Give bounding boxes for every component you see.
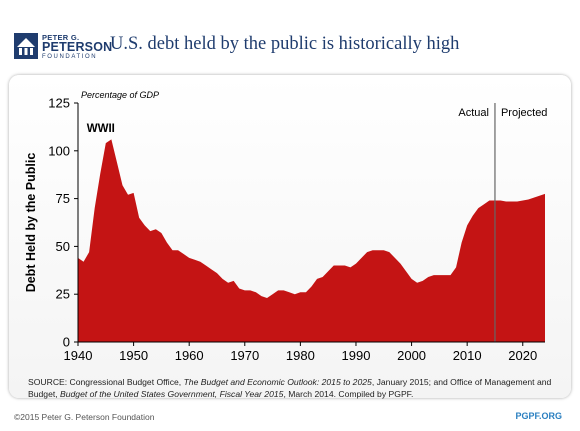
chart-subtitle: Percentage of GDP bbox=[81, 90, 159, 100]
x-tick-label: 1960 bbox=[175, 348, 204, 363]
x-tick-label: 2010 bbox=[453, 348, 482, 363]
x-tick-label: 2020 bbox=[508, 348, 537, 363]
logo-text-line2: PETERSON bbox=[42, 40, 113, 54]
logo-text-line1: PETER G. bbox=[42, 33, 80, 42]
site-link[interactable]: PGPF.ORG bbox=[515, 411, 562, 421]
y-tick-label: 0 bbox=[63, 335, 70, 350]
annotation-wwii: WWII bbox=[87, 123, 115, 135]
source-middle: , January 2015; and Office of Management… bbox=[28, 377, 552, 399]
debt-area-series bbox=[78, 139, 545, 342]
pgpf-logo: PETER G. PETERSON FOUNDATION bbox=[14, 33, 112, 67]
annotation-projected: Projected bbox=[501, 107, 547, 119]
foundation-emblem-icon bbox=[14, 33, 38, 59]
y-tick-label: 75 bbox=[56, 191, 70, 206]
source-title-omb: Budget of the United States Government, … bbox=[60, 388, 284, 399]
x-tick-label: 1980 bbox=[286, 348, 315, 363]
source-title-cbo: The Budget and Economic Outlook: 2015 to… bbox=[183, 377, 372, 387]
source-note: SOURCE: Congressional Budget Office, The… bbox=[28, 377, 558, 400]
source-prefix: SOURCE: Congressional Budget Office, bbox=[28, 377, 184, 387]
x-tick-label: 2000 bbox=[397, 348, 426, 363]
x-tick-label: 1970 bbox=[230, 348, 259, 363]
copyright-text: ©2015 Peter G. Peterson Foundation bbox=[14, 412, 155, 422]
x-tick-label: 1940 bbox=[64, 348, 93, 363]
x-tick-label: 1990 bbox=[342, 348, 371, 363]
y-axis-label: Debt Held by the Public bbox=[24, 153, 38, 293]
y-tick-label: 25 bbox=[56, 287, 70, 302]
source-suffix: , March 2014. Compiled by PGPF. bbox=[283, 388, 414, 399]
y-tick-label: 125 bbox=[48, 96, 70, 111]
page-title: U.S. debt held by the public is historic… bbox=[110, 34, 460, 54]
y-tick-label: 50 bbox=[56, 239, 70, 254]
x-tick-label: 1950 bbox=[119, 348, 148, 363]
annotation-actual: Actual bbox=[458, 107, 489, 119]
y-tick-label: 100 bbox=[48, 143, 70, 158]
logo-text-line3: FOUNDATION bbox=[42, 54, 98, 60]
